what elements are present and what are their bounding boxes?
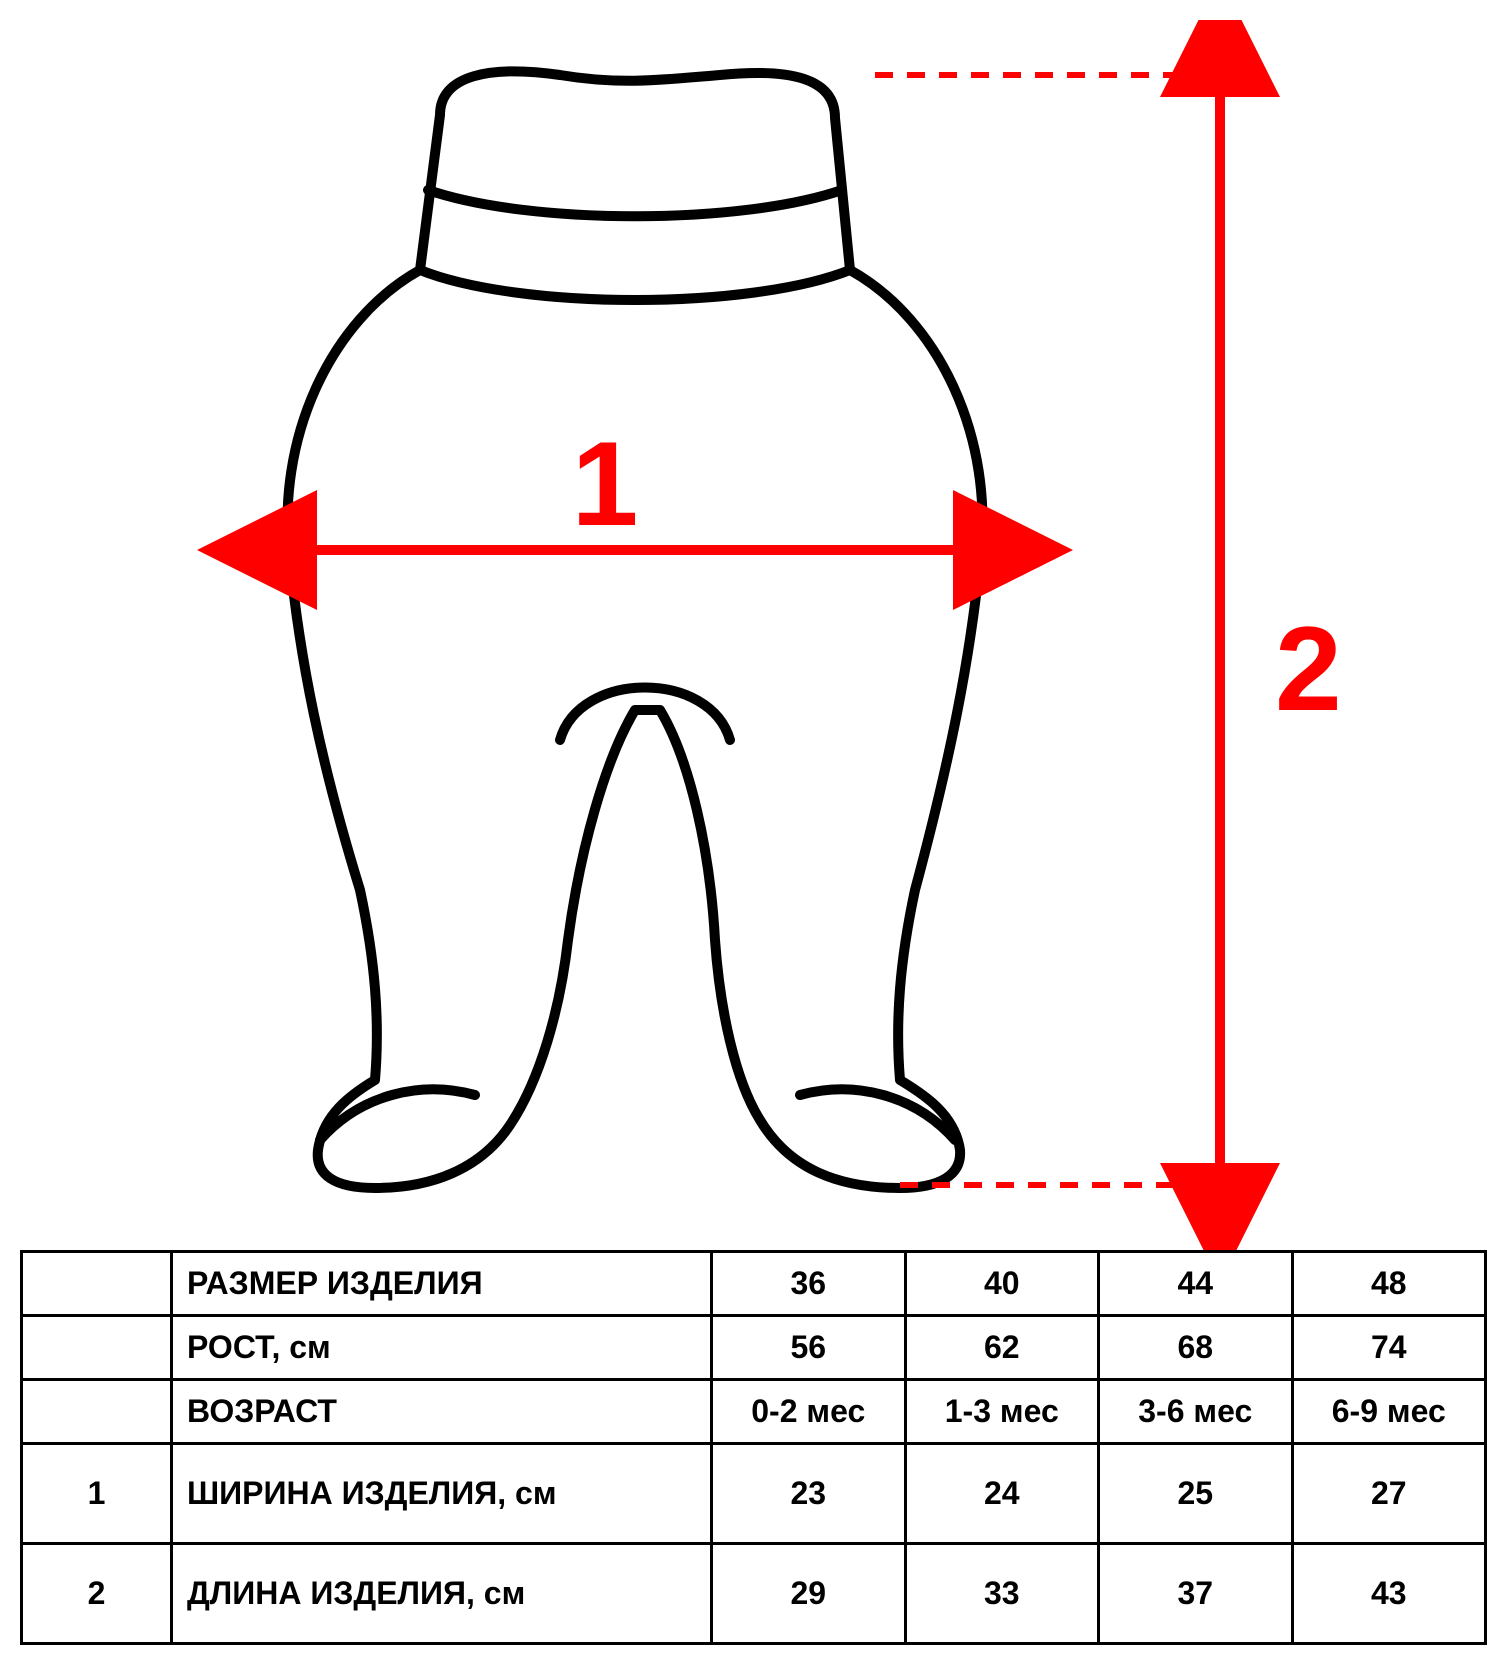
table-row: 1ШИРИНА ИЗДЕЛИЯ, см23242527 (22, 1444, 1486, 1544)
row-label: ШИРИНА ИЗДЕЛИЯ, см (172, 1444, 712, 1544)
cell-value: 6-9 мес (1292, 1380, 1486, 1444)
row-index (22, 1316, 172, 1380)
cell-value: 29 (712, 1544, 906, 1644)
cell-value: 23 (712, 1444, 906, 1544)
cell-value: 40 (905, 1252, 1099, 1316)
table-row: 2ДЛИНА ИЗДЕЛИЯ, см29333743 (22, 1544, 1486, 1644)
row-index (22, 1380, 172, 1444)
cell-value: 27 (1292, 1444, 1486, 1544)
cell-value: 68 (1099, 1316, 1293, 1380)
cell-value: 56 (712, 1316, 906, 1380)
cell-value: 25 (1099, 1444, 1293, 1544)
dimension-1-label: 1 (572, 417, 639, 551)
cell-value: 74 (1292, 1316, 1486, 1380)
cell-value: 3-6 мес (1099, 1380, 1293, 1444)
cell-value: 48 (1292, 1252, 1486, 1316)
measurement-diagram: 2 1 (20, 20, 1487, 1250)
row-label: ДЛИНА ИЗДЕЛИЯ, см (172, 1544, 712, 1644)
table-row: ВОЗРАСТ0-2 мес1-3 мес3-6 мес6-9 мес (22, 1380, 1486, 1444)
cell-value: 1-3 мес (905, 1380, 1099, 1444)
row-label: РАЗМЕР ИЗДЕЛИЯ (172, 1252, 712, 1316)
cell-value: 44 (1099, 1252, 1293, 1316)
cell-value: 37 (1099, 1544, 1293, 1644)
row-label: РОСТ, см (172, 1316, 712, 1380)
dimension-2-label: 2 (1275, 602, 1342, 736)
garment-outline (288, 71, 983, 1188)
row-index: 2 (22, 1544, 172, 1644)
size-table: РАЗМЕР ИЗДЕЛИЯ36404448РОСТ, см56626874ВО… (20, 1250, 1487, 1645)
cell-value: 62 (905, 1316, 1099, 1380)
row-index: 1 (22, 1444, 172, 1544)
table-row: РАЗМЕР ИЗДЕЛИЯ36404448 (22, 1252, 1486, 1316)
row-index (22, 1252, 172, 1316)
cell-value: 36 (712, 1252, 906, 1316)
cell-value: 43 (1292, 1544, 1486, 1644)
cell-value: 24 (905, 1444, 1099, 1544)
cell-value: 33 (905, 1544, 1099, 1644)
row-label: ВОЗРАСТ (172, 1380, 712, 1444)
cell-value: 0-2 мес (712, 1380, 906, 1444)
table-row: РОСТ, см56626874 (22, 1316, 1486, 1380)
